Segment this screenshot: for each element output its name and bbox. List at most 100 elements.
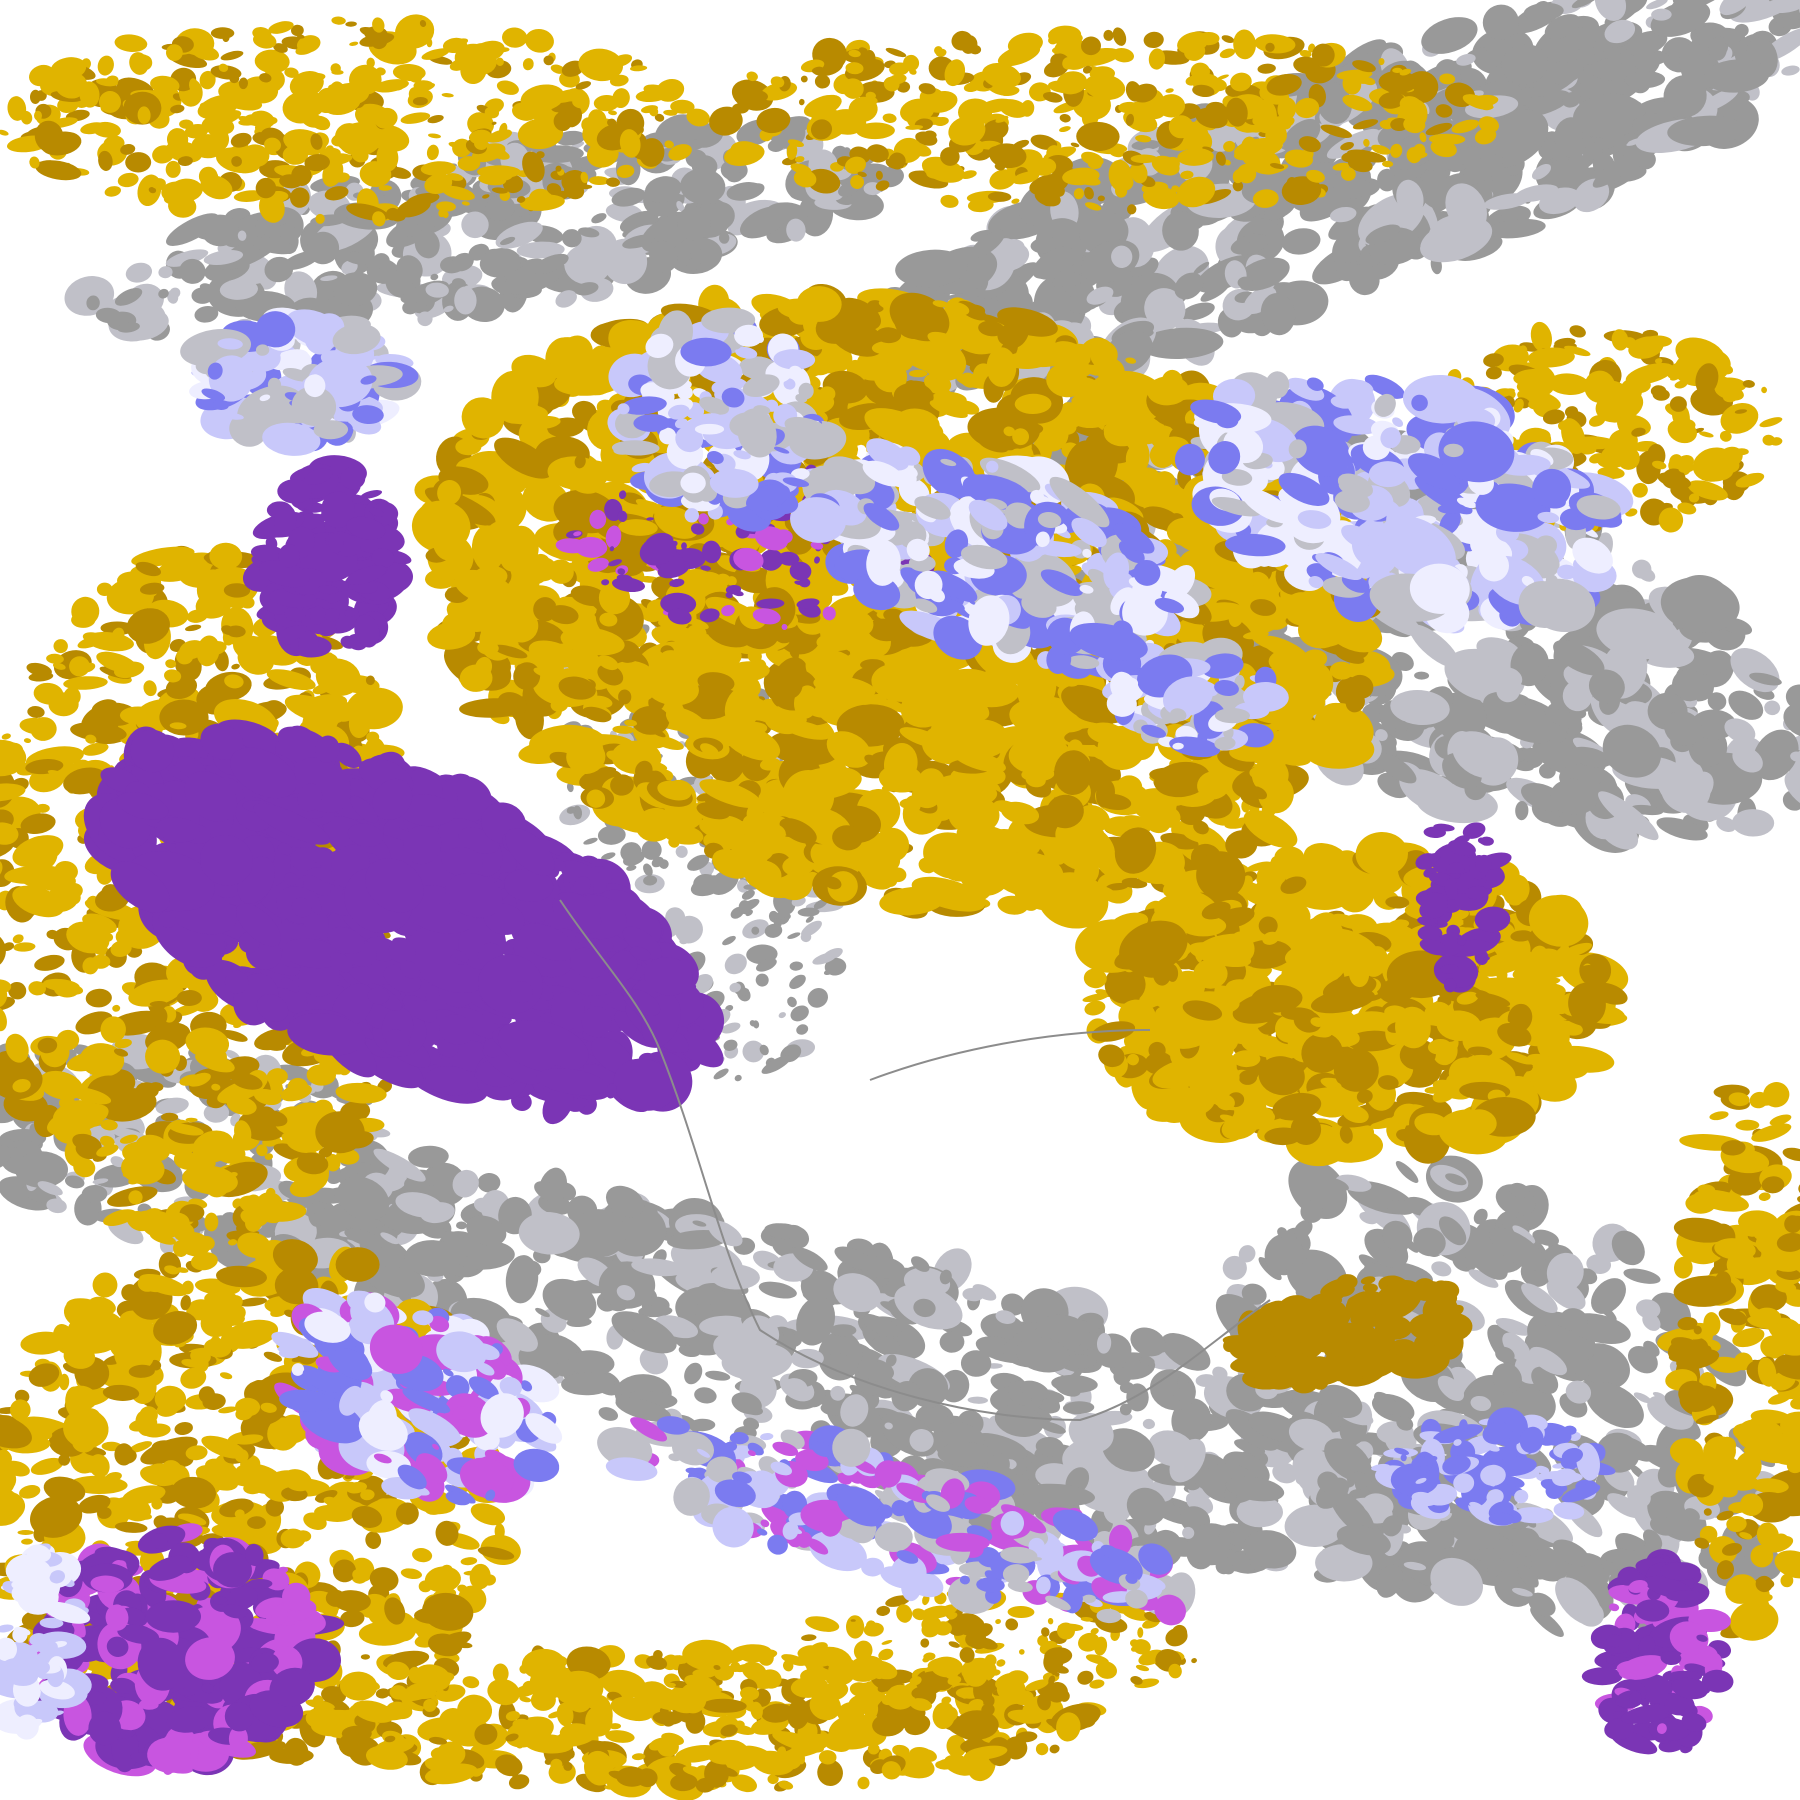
cloud-patch	[1453, 146, 1483, 165]
cloud-patch	[1395, 1161, 1419, 1183]
cloud-patch	[707, 202, 735, 230]
cloud-patch	[1237, 276, 1254, 289]
cloud-patch	[722, 935, 736, 946]
cloud-patch	[516, 241, 565, 259]
cloud-patch	[561, 229, 582, 248]
cloud-patch	[425, 282, 449, 298]
cloud-patch	[544, 587, 553, 599]
cloud-patch	[372, 253, 390, 269]
cloud-patch	[1174, 272, 1204, 300]
cloud-patch	[990, 839, 1004, 852]
cloud-patch	[1593, 38, 1610, 52]
cloud-patch	[1704, 59, 1770, 93]
cloud-patch	[402, 300, 419, 315]
cloud-patch	[1562, 92, 1581, 108]
cloud-patch	[479, 248, 521, 278]
cloud-patch	[830, 1324, 857, 1337]
cloud-patch	[583, 837, 598, 845]
cloud-patch	[996, 238, 1017, 259]
cloud-patch	[1249, 766, 1268, 779]
cloud-patch	[1414, 671, 1430, 680]
cloud-patch	[1431, 1261, 1452, 1277]
cloud-patch	[967, 1396, 988, 1404]
cloud-patch	[1348, 264, 1380, 296]
cloud-patch	[117, 322, 140, 333]
cloud-patch	[1131, 139, 1161, 151]
cloud-patch	[1764, 700, 1781, 716]
cloud-patch	[1783, 702, 1800, 738]
cloud-patch	[417, 311, 433, 327]
cloud-patch	[1180, 302, 1215, 321]
cloud-patch	[685, 149, 707, 168]
cloud-patch	[1125, 444, 1148, 474]
cloud-patch	[1260, 293, 1296, 336]
cloud-patch	[166, 213, 219, 246]
cloud-patch	[694, 1387, 717, 1404]
cloud-patch	[1409, 624, 1460, 668]
cloud-patch	[1515, 801, 1529, 821]
cloud-patch	[1523, 2, 1564, 22]
cloud-patch	[165, 249, 209, 267]
cloud-patch	[686, 258, 701, 271]
cloud-patch	[1775, 0, 1800, 20]
cloud-patch	[789, 961, 803, 971]
cloud-patch	[1462, 154, 1504, 185]
cloud-patch	[807, 988, 828, 1008]
cloud-patch	[95, 307, 122, 324]
cloud-patch	[564, 243, 612, 285]
cloud-patch	[86, 295, 100, 311]
cloud-patch	[1572, 93, 1646, 139]
cloud-patch	[622, 234, 655, 249]
cloud-patch	[644, 176, 682, 203]
cloud-patch	[1482, 4, 1519, 40]
cloud-patch	[578, 227, 600, 238]
cloud-patch	[451, 252, 474, 272]
cloud-patch	[169, 287, 181, 299]
cloud-patch	[555, 130, 586, 146]
cloud-patch	[1646, 0, 1668, 10]
cloud-patch	[252, 237, 297, 255]
cloud-patch	[986, 347, 1017, 387]
cloud-patch	[713, 1068, 729, 1080]
cloud-patch	[734, 1074, 742, 1082]
cloud-patch	[264, 256, 294, 283]
cloud-patch	[1730, 0, 1796, 23]
cloud-patch	[957, 700, 972, 716]
cloud-patch	[1162, 211, 1199, 251]
cloud-patch	[414, 229, 440, 259]
cloud-patch	[1667, 115, 1744, 147]
cloud-patch	[1594, 0, 1627, 21]
cloud-patch	[1333, 177, 1371, 199]
cloud-patch	[969, 230, 1005, 259]
cloud-patch	[1558, 49, 1584, 64]
cloud-patch	[649, 240, 678, 273]
cloud-patch	[396, 255, 423, 284]
cloud-patch	[306, 231, 340, 265]
cloud-patch	[789, 974, 806, 990]
cloud-patch	[1719, 0, 1754, 16]
cloud-patch	[1716, 816, 1736, 832]
cloud-patch	[1428, 214, 1486, 254]
cloud-patch	[194, 305, 219, 323]
cloud-patch	[343, 251, 376, 265]
cloud-patch	[485, 195, 516, 221]
cloud-patch	[1708, 37, 1727, 61]
cloud-patch	[1604, 19, 1636, 44]
cloud-patch	[676, 201, 685, 212]
cloud-patch	[574, 282, 599, 296]
cloud-patch	[1579, 136, 1593, 148]
cloud-patch	[1547, 58, 1584, 85]
cloud-patch	[677, 205, 711, 241]
cloud-patch	[500, 236, 516, 246]
cloud-patch	[1571, 0, 1600, 9]
cloud-patch	[1487, 218, 1546, 239]
cloud-patch	[680, 168, 726, 205]
cloud-patch	[1538, 187, 1581, 215]
cloud-patch	[237, 230, 247, 241]
cloud-patch	[456, 1221, 467, 1230]
cloud-patch	[1546, 159, 1570, 169]
cloud-patch	[1365, 224, 1401, 245]
cloud-patch	[1032, 246, 1074, 279]
cloud-patch	[1456, 53, 1476, 66]
cloud-patch	[158, 288, 169, 299]
